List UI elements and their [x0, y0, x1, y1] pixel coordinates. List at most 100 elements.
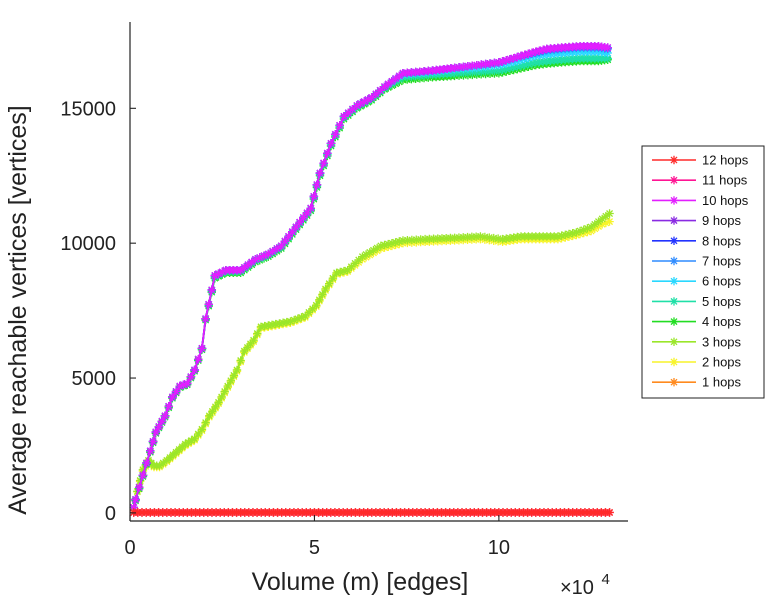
series-point-3-hops [446, 233, 455, 243]
series-point-10-hops [371, 89, 381, 99]
legend-label-12-hops: 12 hops [702, 153, 749, 168]
series-point-3-hops [354, 255, 363, 265]
series-point-3-hops [197, 425, 207, 434]
series-line-4-hops [132, 58, 608, 508]
series-point-5-hops [513, 62, 522, 71]
series-point-10-hops [129, 503, 138, 512]
series-point-10-hops [468, 61, 477, 70]
series-point-10-hops [291, 222, 301, 232]
series-point-3-hops [211, 402, 220, 412]
series-point-3-hops [267, 320, 277, 329]
series-point-3-hops [372, 243, 382, 253]
series-point-3-hops [321, 284, 330, 294]
series-point-3-hops [553, 232, 563, 241]
series-point-3-hops [572, 228, 581, 237]
series-point-10-hops [490, 58, 499, 68]
series-point-10-hops [204, 300, 213, 309]
series-point-3-hops [278, 318, 288, 327]
series-point-3-hops [253, 329, 262, 338]
series-point-10-hops [182, 379, 192, 388]
series-point-10-hops [157, 417, 167, 426]
legend-label-6-hops: 6 hops [702, 274, 742, 289]
series-point-3-hops [328, 274, 338, 283]
series-point-10-hops [505, 55, 515, 64]
series-point-10-hops [348, 105, 357, 114]
series-point-10-hops [535, 46, 544, 55]
series-point-3-hops [387, 238, 397, 248]
series-point-3-hops [282, 317, 291, 327]
series-point-3-hops [568, 228, 577, 238]
legend-marker-2-hops [669, 357, 679, 367]
y-tick-label-15000: 15000 [60, 98, 116, 120]
series-point-10-hops [154, 422, 164, 431]
legend-item-4-hops: 4 hops [652, 314, 742, 329]
series-point-5-hops [490, 66, 499, 76]
series-2-hops [129, 217, 614, 515]
series-point-10-hops [214, 269, 223, 278]
legend-label-10-hops: 10 hops [702, 193, 749, 208]
series-point-3-hops [194, 429, 203, 439]
series-point-3-hops [493, 234, 503, 243]
series-point-10-hops [190, 365, 199, 375]
series-point-3-hops [557, 231, 566, 240]
series-point-3-hops [271, 319, 280, 329]
series-10-hops [129, 42, 612, 512]
series-point-10-hops [135, 483, 144, 492]
series-12-hops [129, 508, 614, 517]
series-point-10-hops [376, 86, 385, 95]
series-point-3-hops [220, 387, 229, 396]
series-point-10-hops [367, 93, 376, 102]
legend: 12 hops 11 hops 10 hops 9 hops 8 hops 7 hops 6… [641, 145, 765, 399]
series-point-3-hops [398, 236, 408, 245]
legend-item-8-hops: 8 hops [652, 233, 742, 248]
series-line-6-hops [132, 50, 608, 508]
series-point-3-hops [369, 245, 378, 255]
series-line-10-hops [132, 45, 608, 508]
series-point-3-hops [480, 232, 490, 242]
series-point-10-hops [603, 43, 612, 52]
series-6-hops [129, 47, 612, 512]
series-point-5-hops [516, 61, 526, 70]
series-7-hops [129, 43, 612, 512]
series-point-3-hops [395, 237, 404, 246]
series-point-10-hops [454, 63, 464, 72]
series-point-10-hops [352, 101, 362, 110]
series-point-10-hops [319, 158, 328, 168]
legend-item-5-hops: 5 hops [652, 294, 742, 309]
series-point-3-hops [597, 214, 607, 224]
series-point-10-hops [481, 59, 490, 69]
series-point-10-hops [402, 68, 412, 78]
series-point-3-hops [138, 465, 148, 474]
series-point-10-hops [302, 208, 312, 218]
series-point-10-hops [168, 392, 177, 402]
x-tick-label-0: 0 [124, 537, 135, 559]
series-point-5-hops [509, 63, 518, 72]
series-point-3-hops [315, 295, 324, 305]
legend-item-2-hops: 2 hops [652, 355, 742, 370]
series-point-3-hops [380, 240, 389, 250]
series-point-3-hops [135, 476, 145, 485]
series-point-10-hops [356, 99, 365, 108]
series-point-10-hops [295, 218, 304, 227]
series-point-3-hops [416, 235, 425, 244]
legend-label-2-hops: 2 hops [702, 355, 742, 370]
series-line-9-hops [132, 45, 608, 508]
series-point-10-hops [411, 67, 420, 77]
series-point-10-hops [148, 437, 158, 446]
series-point-2-hops [590, 224, 599, 233]
series-point-10-hops [424, 66, 433, 76]
y-axis-label: Average reachable vertices [vertices] [4, 105, 32, 514]
series-point-3-hops [223, 381, 232, 391]
legend-label-7-hops: 7 hops [702, 254, 742, 269]
series-point-10-hops [194, 354, 203, 364]
legend-label-4-hops: 4 hops [702, 314, 742, 329]
series-point-10-hops [146, 446, 155, 456]
legend-items: 12 hops 11 hops 10 hops 9 hops 8 hops 7 hops 6… [652, 153, 749, 390]
series-point-10-hops [280, 236, 290, 246]
series-point-10-hops [524, 49, 533, 59]
series-point-3-hops [205, 411, 214, 421]
series-point-5-hops [502, 64, 511, 74]
series-point-3-hops [343, 265, 352, 275]
series-8-hops [129, 42, 612, 512]
